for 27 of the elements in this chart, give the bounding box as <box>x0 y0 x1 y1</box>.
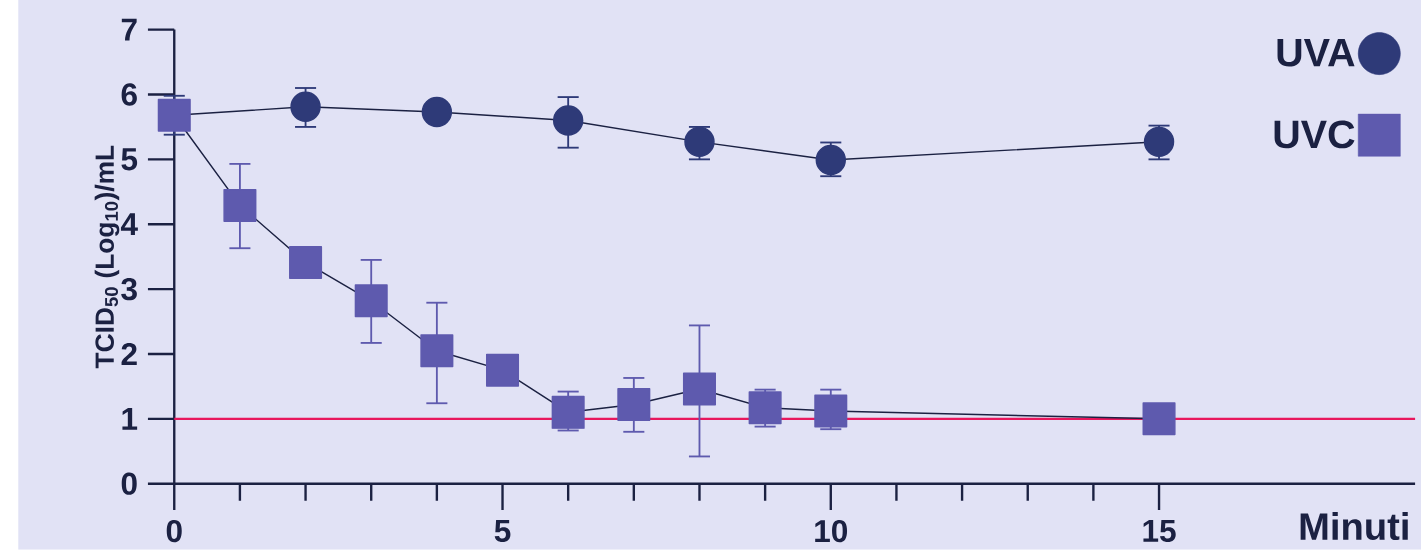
point <box>748 391 782 425</box>
point <box>354 284 388 318</box>
legend-label: UVC <box>1274 120 1355 149</box>
x-tick-label: 5 <box>494 520 511 543</box>
y-tick-label: 5 <box>121 148 138 171</box>
y-tick-label: 1 <box>122 408 138 430</box>
point <box>682 372 716 406</box>
x-tick-label: 0 <box>166 520 182 543</box>
y-tick-label: 3 <box>121 277 137 301</box>
point <box>420 334 454 368</box>
point <box>485 353 520 387</box>
y-tick-label: 0 <box>121 472 137 495</box>
y-tick-label: 2 <box>121 343 137 366</box>
x-axis-title: Minuti <box>1300 512 1408 541</box>
x-tick-label: 10 <box>815 520 848 543</box>
point <box>1142 402 1176 436</box>
point <box>552 105 584 136</box>
point <box>421 96 453 128</box>
y-axis-title: TCID$_{50}$ (Log$_{10}$)/mL <box>94 145 120 369</box>
y-tick-label: 6 <box>121 83 137 106</box>
x-tick-label: 15 <box>1143 520 1176 543</box>
y-tick-label: 7 <box>121 18 137 41</box>
y-tick-label: 4 <box>120 213 138 236</box>
point <box>289 246 323 280</box>
point <box>617 388 651 422</box>
point <box>223 188 257 223</box>
legend-label: UVA <box>1277 39 1355 67</box>
